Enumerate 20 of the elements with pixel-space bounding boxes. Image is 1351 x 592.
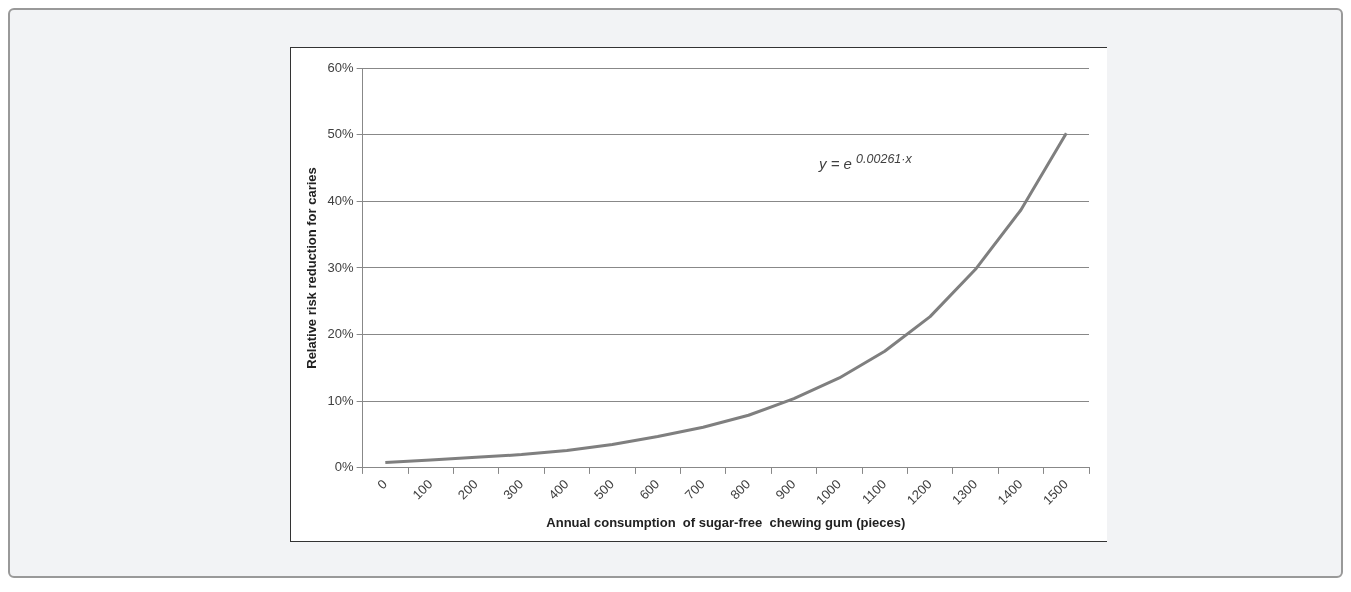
x-tick-label: 900: [772, 476, 799, 503]
x-tick-label: 100: [409, 476, 436, 503]
x-tick-label: 400: [545, 476, 572, 503]
x-tick-label: 800: [727, 476, 754, 503]
y-tick-label: 30%: [327, 259, 355, 275]
y-axis-title: Relative risk reduction for caries: [304, 167, 320, 369]
x-tick-label: 0: [374, 476, 390, 493]
x-tick-label: 200: [454, 476, 481, 503]
y-tick-label: 60%: [327, 59, 355, 75]
y-tick-label: 20%: [327, 326, 355, 342]
annotation: y = e $^{0.00261·x}$: [819, 152, 912, 172]
x-axis-title: Annual consumption of sugar-free chewing gum (pieces): [546, 514, 906, 530]
y-tick-label: 40%: [327, 192, 355, 208]
y-tick-label: 0%: [334, 459, 355, 475]
x-tick-label: 600: [636, 476, 663, 503]
x-tick-label: 300: [500, 476, 527, 503]
x-tick-label: 700: [681, 476, 708, 503]
y-tick-label: 10%: [327, 392, 355, 408]
x-tick-label: 500: [591, 476, 617, 503]
y-tick-label: 50%: [327, 126, 355, 142]
